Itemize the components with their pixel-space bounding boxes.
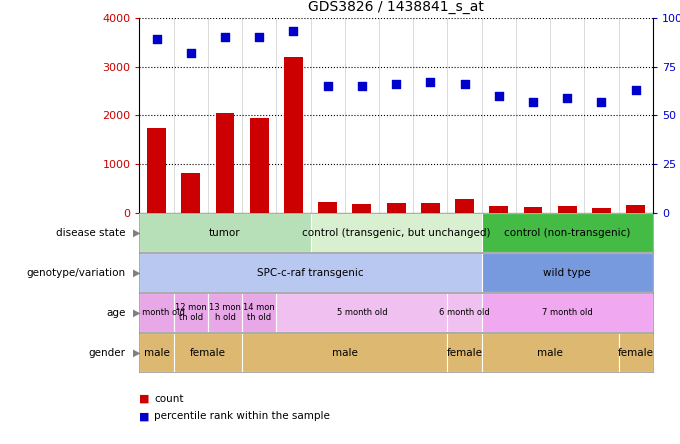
Bar bbox=[387, 203, 405, 213]
Point bbox=[425, 79, 436, 86]
Bar bbox=[242, 293, 276, 332]
Bar bbox=[284, 57, 303, 213]
Text: count: count bbox=[154, 394, 184, 404]
Text: female: female bbox=[190, 348, 226, 357]
Point bbox=[220, 34, 231, 41]
Text: age: age bbox=[107, 308, 126, 317]
Bar bbox=[481, 213, 653, 252]
Text: wild type: wild type bbox=[543, 268, 591, 278]
Text: female: female bbox=[447, 348, 483, 357]
Text: 10 month old: 10 month old bbox=[129, 308, 184, 317]
Bar bbox=[173, 333, 242, 372]
Point bbox=[493, 92, 504, 99]
Text: 5 month old: 5 month old bbox=[337, 308, 387, 317]
Bar bbox=[147, 128, 166, 213]
Text: ■: ■ bbox=[139, 394, 150, 404]
Bar bbox=[524, 207, 543, 213]
Bar bbox=[139, 253, 481, 292]
Bar bbox=[421, 203, 440, 213]
Point bbox=[390, 81, 401, 88]
Text: disease state: disease state bbox=[56, 228, 126, 238]
Bar bbox=[481, 333, 619, 372]
Bar bbox=[481, 253, 653, 292]
Point bbox=[459, 81, 470, 88]
Text: percentile rank within the sample: percentile rank within the sample bbox=[154, 412, 330, 421]
Point bbox=[356, 83, 367, 90]
Bar bbox=[626, 205, 645, 213]
Text: genotype/variation: genotype/variation bbox=[27, 268, 126, 278]
Text: male: male bbox=[332, 348, 358, 357]
Bar bbox=[447, 293, 481, 332]
Bar bbox=[208, 293, 242, 332]
Bar bbox=[216, 112, 235, 213]
Bar bbox=[447, 333, 481, 372]
Text: ▶: ▶ bbox=[133, 228, 140, 238]
Point bbox=[562, 94, 573, 101]
Text: male: male bbox=[537, 348, 563, 357]
Text: ▶: ▶ bbox=[133, 348, 140, 357]
Bar bbox=[242, 333, 447, 372]
Bar bbox=[318, 202, 337, 213]
Text: control (transgenic, but unchanged): control (transgenic, but unchanged) bbox=[302, 228, 490, 238]
Title: GDS3826 / 1438841_s_at: GDS3826 / 1438841_s_at bbox=[308, 0, 484, 14]
Bar bbox=[558, 206, 577, 213]
Text: ▶: ▶ bbox=[133, 268, 140, 278]
Point bbox=[596, 98, 607, 105]
Text: female: female bbox=[617, 348, 653, 357]
Text: gender: gender bbox=[89, 348, 126, 357]
Bar bbox=[490, 206, 508, 213]
Bar bbox=[619, 333, 653, 372]
Text: 6 month old: 6 month old bbox=[439, 308, 490, 317]
Bar bbox=[139, 213, 311, 252]
Text: 14 mon
th old: 14 mon th old bbox=[243, 303, 275, 322]
Text: ■: ■ bbox=[139, 412, 150, 421]
Text: tumor: tumor bbox=[209, 228, 241, 238]
Text: SPC-c-raf transgenic: SPC-c-raf transgenic bbox=[257, 268, 364, 278]
Bar bbox=[481, 293, 653, 332]
Bar bbox=[250, 118, 269, 213]
Point bbox=[288, 28, 299, 35]
Point bbox=[528, 98, 539, 105]
Point bbox=[630, 87, 641, 94]
Text: male: male bbox=[143, 348, 169, 357]
Bar bbox=[173, 293, 208, 332]
Point bbox=[254, 34, 265, 41]
Bar bbox=[182, 173, 200, 213]
Text: 12 mon
th old: 12 mon th old bbox=[175, 303, 207, 322]
Point bbox=[151, 36, 162, 43]
Point bbox=[322, 83, 333, 90]
Bar bbox=[311, 213, 481, 252]
Bar bbox=[139, 333, 173, 372]
Bar bbox=[455, 199, 474, 213]
Text: ▶: ▶ bbox=[133, 308, 140, 317]
Text: 13 mon
h old: 13 mon h old bbox=[209, 303, 241, 322]
Bar bbox=[276, 293, 447, 332]
Bar bbox=[139, 293, 173, 332]
Point bbox=[185, 49, 197, 56]
Bar bbox=[592, 208, 611, 213]
Bar bbox=[352, 204, 371, 213]
Text: 7 month old: 7 month old bbox=[542, 308, 592, 317]
Text: control (non-transgenic): control (non-transgenic) bbox=[504, 228, 630, 238]
